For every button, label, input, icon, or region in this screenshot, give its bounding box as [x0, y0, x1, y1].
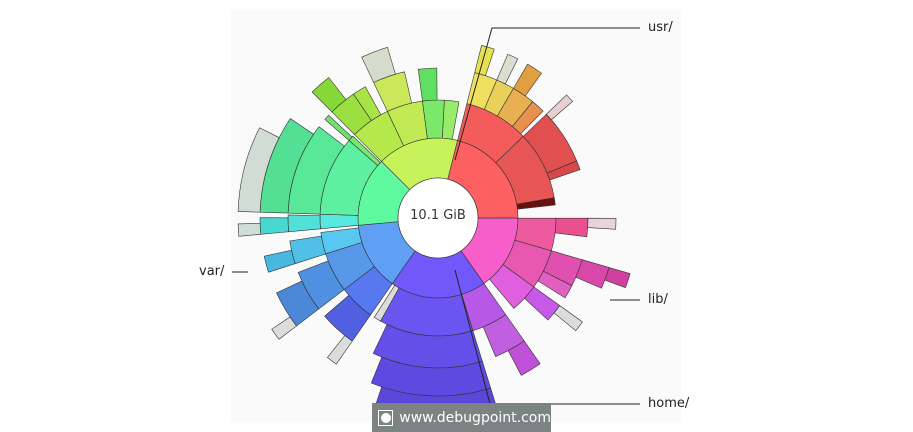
- subfolder-segment[interactable]: [474, 45, 495, 77]
- subfolder-segment[interactable]: [259, 217, 289, 235]
- subfolder-segment[interactable]: [319, 213, 359, 230]
- subfolder-segment[interactable]: [324, 294, 372, 342]
- subfolder-segment[interactable]: [324, 114, 353, 141]
- subfolder-segment[interactable]: [361, 46, 396, 83]
- usr-label[interactable]: usr/: [648, 20, 673, 35]
- home-label[interactable]: home/: [648, 396, 690, 411]
- total-size-label: 10.1 GiB: [410, 208, 466, 223]
- subfolder-segment[interactable]: [496, 53, 519, 85]
- subfolder-segment[interactable]: [353, 86, 382, 121]
- usr-leader-line: [454, 27, 640, 161]
- subfolder-segment[interactable]: [442, 99, 460, 140]
- subfolder-segment[interactable]: [507, 340, 541, 376]
- watermark-logo-icon: [378, 409, 394, 426]
- subfolder-segment[interactable]: [546, 160, 581, 181]
- subfolder-segment[interactable]: [537, 270, 573, 299]
- subfolder-segment[interactable]: [287, 214, 321, 233]
- subfolder-segment[interactable]: [554, 217, 589, 238]
- subfolder-segment[interactable]: [512, 101, 544, 135]
- subfolder-segment[interactable]: [604, 267, 631, 289]
- subfolder-segment[interactable]: [289, 235, 326, 265]
- subfolder-segment[interactable]: [373, 284, 400, 322]
- subfolder-segment[interactable]: [545, 94, 573, 121]
- subfolder-segment[interactable]: [513, 63, 542, 97]
- var-label[interactable]: var/: [199, 264, 225, 279]
- subfolder-segment[interactable]: [524, 286, 561, 321]
- watermark-text: www.debugpoint.com: [399, 409, 551, 426]
- center-circle[interactable]: [397, 177, 479, 259]
- subfolder-segment[interactable]: [276, 280, 320, 327]
- subfolder-segment[interactable]: [575, 259, 610, 289]
- subfolder-segment[interactable]: [237, 127, 280, 213]
- watermark: www.debugpoint.com: [372, 403, 551, 432]
- subfolder-segment[interactable]: [587, 217, 617, 230]
- subfolder-segment[interactable]: [271, 316, 297, 340]
- subfolder-segment[interactable]: [417, 67, 438, 102]
- subfolder-segment[interactable]: [237, 222, 262, 237]
- lib-label[interactable]: lib/: [648, 292, 668, 307]
- subfolder-segment[interactable]: [553, 305, 583, 332]
- subfolder-segment[interactable]: [326, 335, 353, 365]
- subfolder-segment[interactable]: [311, 77, 347, 113]
- subfolder-segment[interactable]: [263, 249, 296, 273]
- subfolder-segment[interactable]: [516, 197, 556, 210]
